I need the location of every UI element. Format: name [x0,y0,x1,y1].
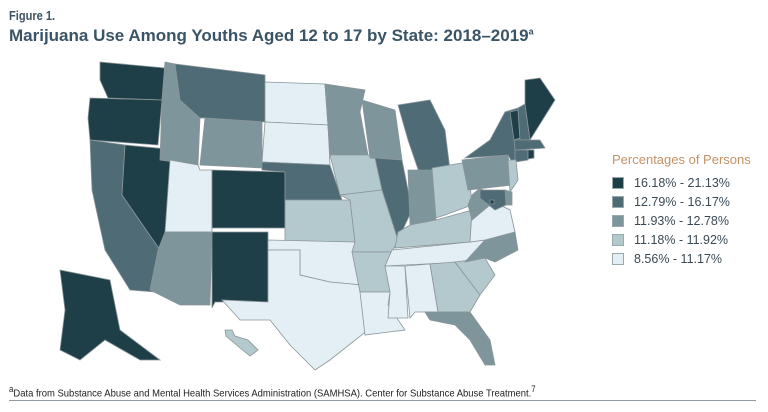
state-fl [424,311,496,366]
state-ms [384,265,409,319]
footnote-text: Data from Substance Abuse and Mental Hea… [13,387,532,400]
figure-label: Figure 1. [9,8,56,23]
state-nm [211,231,269,309]
state-ut [164,159,213,233]
legend-swatch [612,252,624,265]
state-wa [99,61,166,101]
legend: Percentages of Persons 16.18% - 21.13% 12… [612,152,751,268]
us-choropleth-map [59,61,556,371]
legend-label: 11.18% - 11.92% [634,232,729,247]
state-ak [59,269,162,361]
state-ct [514,149,529,163]
state-nj [507,159,519,194]
legend-label: 8.56% - 11.17% [634,251,723,266]
footnote: aData from Substance Abuse and Mental He… [9,384,536,400]
state-dc [489,199,495,205]
state-ga [429,261,481,313]
legend-swatch [612,233,624,246]
state-il [374,157,413,242]
title-text: Marijuana Use Among Youths Aged 12 to 17… [9,26,529,45]
legend-label: 16.18% - 21.13% [634,175,730,190]
legend-item: 11.93% - 12.78% [612,211,751,230]
legend-item: 16.18% - 21.13% [612,173,751,192]
state-me [524,77,556,142]
legend-item: 11.18% - 11.92% [612,230,751,249]
chart-title: Marijuana Use Among Youths Aged 12 to 17… [9,26,534,46]
state-oh [431,161,473,219]
legend-item: 8.56% - 11.17% [612,249,751,268]
state-wy [199,117,263,169]
state-wi [361,99,403,161]
state-mn [324,83,369,156]
legend-swatch [612,195,624,208]
footnote-ref: 7 [531,384,536,394]
state-ri [527,149,535,160]
divider [9,400,756,401]
state-co [211,169,286,229]
state-pa [461,154,513,191]
state-nd [264,81,329,126]
state-or [87,97,163,146]
state-hi [224,329,259,357]
state-tx [221,249,369,371]
state-mi [397,99,451,176]
footnote-marker: a [9,384,14,394]
legend-swatch [612,176,624,189]
legend-item: 12.79% - 16.17% [612,192,751,211]
state-sd [261,121,331,166]
state-ks [284,199,356,243]
legend-label: 12.79% - 16.17% [634,194,730,209]
title-superscript: a [528,26,534,37]
state-ma [513,139,546,151]
legend-label: 11.93% - 12.78% [634,213,729,228]
legend-title: Percentages of Persons [612,152,751,167]
legend-swatch [612,214,624,227]
state-in [407,169,437,226]
